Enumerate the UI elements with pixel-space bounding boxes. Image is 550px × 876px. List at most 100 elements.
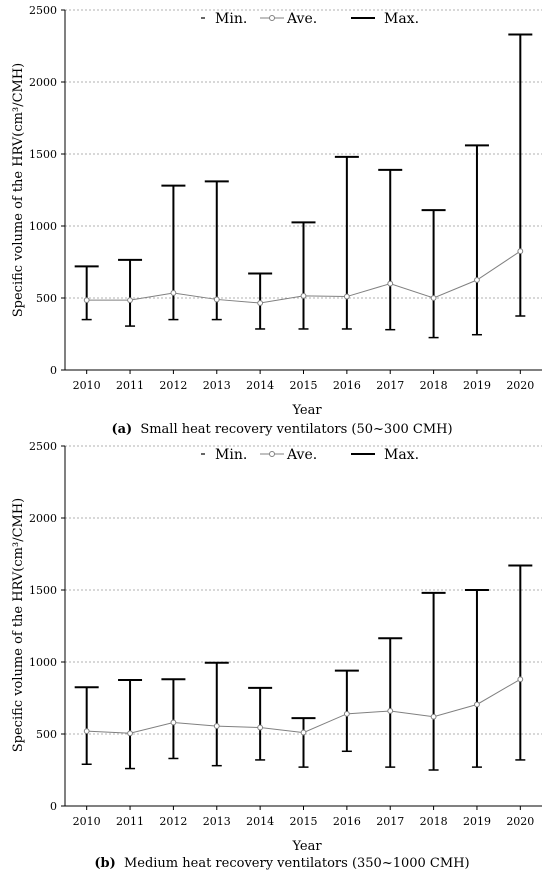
y-tick-label: 2000 <box>29 512 57 525</box>
grid-a <box>65 9 542 299</box>
x-tick-label: 2019 <box>463 379 491 392</box>
range-bars-a <box>74 33 533 339</box>
average-point <box>300 292 307 299</box>
x-tick-label: 2015 <box>290 379 318 392</box>
average-point <box>257 300 264 306</box>
legend-ave-label: Ave. <box>286 11 317 27</box>
average-point <box>257 724 264 731</box>
average-point <box>83 297 90 304</box>
y-ticks-a: 0 500 1000 1500 2000 2500 <box>29 4 65 377</box>
range-bar <box>464 589 489 768</box>
average-point <box>343 293 350 300</box>
legend-max-label: Max. <box>384 447 419 463</box>
chart-panel-a: Min. Ave. Max. 0 500 1000 1500 2000 2500 2010… <box>11 4 542 437</box>
range-bar <box>421 209 446 339</box>
chart-panel-b: Min. Ave. Max. 0 500 1000 1500 2000 2500 2010… <box>11 440 542 871</box>
legend-min-label: Min. <box>215 11 247 27</box>
average-point <box>83 728 90 735</box>
average-point <box>430 295 437 301</box>
average-point <box>170 719 177 726</box>
average-point <box>213 296 220 303</box>
average-point <box>127 730 133 737</box>
y-tick-label: 0 <box>50 364 57 377</box>
x-tick-label: 2016 <box>333 815 361 828</box>
y-tick-label: 1500 <box>29 148 57 161</box>
x-tick-label: 2018 <box>420 815 448 828</box>
range-bar <box>74 265 99 321</box>
average-point <box>170 290 177 296</box>
legend-max-label: Max. <box>384 11 419 27</box>
y-axis-label-b: Specific volume of the HRV(cm³/CMH) <box>11 498 26 752</box>
average-point <box>127 297 133 304</box>
range-bar <box>508 33 533 317</box>
x-tick-label: 2017 <box>376 379 404 392</box>
range-bar <box>334 155 359 330</box>
caption-a-letter: (a) <box>111 422 132 437</box>
average-series-a <box>83 248 524 306</box>
average-point <box>474 277 480 283</box>
y-tick-label: 1000 <box>29 656 57 669</box>
range-bar <box>378 168 403 331</box>
y-tick-label: 2500 <box>29 440 57 453</box>
x-tick-label: 2015 <box>290 815 318 828</box>
range-bar <box>248 686 273 761</box>
range-bar <box>508 564 533 761</box>
x-tick-label: 2019 <box>463 815 491 828</box>
x-tick-label: 2016 <box>333 379 361 392</box>
x-tick-label: 2013 <box>203 815 231 828</box>
average-point <box>387 280 394 287</box>
legend-ave-marker <box>269 15 275 21</box>
x-axis-label-a: Year <box>291 403 322 418</box>
average-point <box>474 701 480 708</box>
y-axis-label-a: Specific volume of the HRV(cm³/CMH) <box>11 63 26 317</box>
legend-a: Min. Ave. Max. <box>201 11 419 27</box>
x-tick-label: 2014 <box>246 379 274 392</box>
x-tick-label: 2020 <box>506 815 534 828</box>
caption-b: (b) Medium heat recovery ventilators (35… <box>94 856 469 871</box>
x-tick-label: 2010 <box>73 379 101 392</box>
x-tick-label: 2018 <box>420 379 448 392</box>
y-tick-label: 2000 <box>29 76 57 89</box>
x-tick-label: 2011 <box>116 379 144 392</box>
legend-ave-marker <box>269 451 275 457</box>
grid-b <box>65 445 542 735</box>
x-tick-label: 2020 <box>506 379 534 392</box>
range-bar <box>378 637 403 768</box>
range-bar <box>291 717 316 768</box>
caption-b-letter: (b) <box>94 856 115 871</box>
x-tick-label: 2017 <box>376 815 404 828</box>
x-tick-label: 2011 <box>116 815 144 828</box>
range-bar <box>291 221 316 330</box>
range-bar <box>74 686 99 765</box>
range-bar <box>118 679 143 770</box>
legend-ave-label: Ave. <box>286 447 317 463</box>
caption-b-text: Medium heat recovery ventilators (350~10… <box>124 856 470 871</box>
x-tick-label: 2013 <box>203 379 231 392</box>
x-ticks-b: 2010 2011 2012 2013 2014 2015 2016 2017 2018 2019… <box>73 806 534 828</box>
range-bar <box>204 661 229 767</box>
y-tick-label: 500 <box>36 728 57 741</box>
average-point <box>343 710 350 717</box>
range-bar <box>161 678 186 760</box>
x-axis-label-b: Year <box>291 839 322 854</box>
range-bar <box>464 144 489 336</box>
range-bar <box>118 258 143 327</box>
x-tick-label: 2012 <box>159 379 187 392</box>
average-series-b <box>83 676 524 737</box>
average-point <box>213 723 220 729</box>
average-point <box>387 708 394 714</box>
y-tick-label: 2500 <box>29 4 57 17</box>
average-point <box>300 729 307 736</box>
x-tick-label: 2014 <box>246 815 274 828</box>
average-point <box>517 248 524 255</box>
y-tick-label: 0 <box>50 800 57 813</box>
x-tick-label: 2012 <box>159 815 187 828</box>
y-tick-label: 1000 <box>29 220 57 233</box>
range-bar <box>161 184 186 321</box>
x-ticks-a: 2010 2011 2012 2013 2014 2015 2016 2017 2018 2019… <box>73 370 534 392</box>
legend-b: Min. Ave. Max. <box>201 447 419 463</box>
average-point <box>517 676 524 683</box>
x-tick-label: 2010 <box>73 815 101 828</box>
caption-a: (a) Small heat recovery ventilators (50~… <box>111 422 452 437</box>
